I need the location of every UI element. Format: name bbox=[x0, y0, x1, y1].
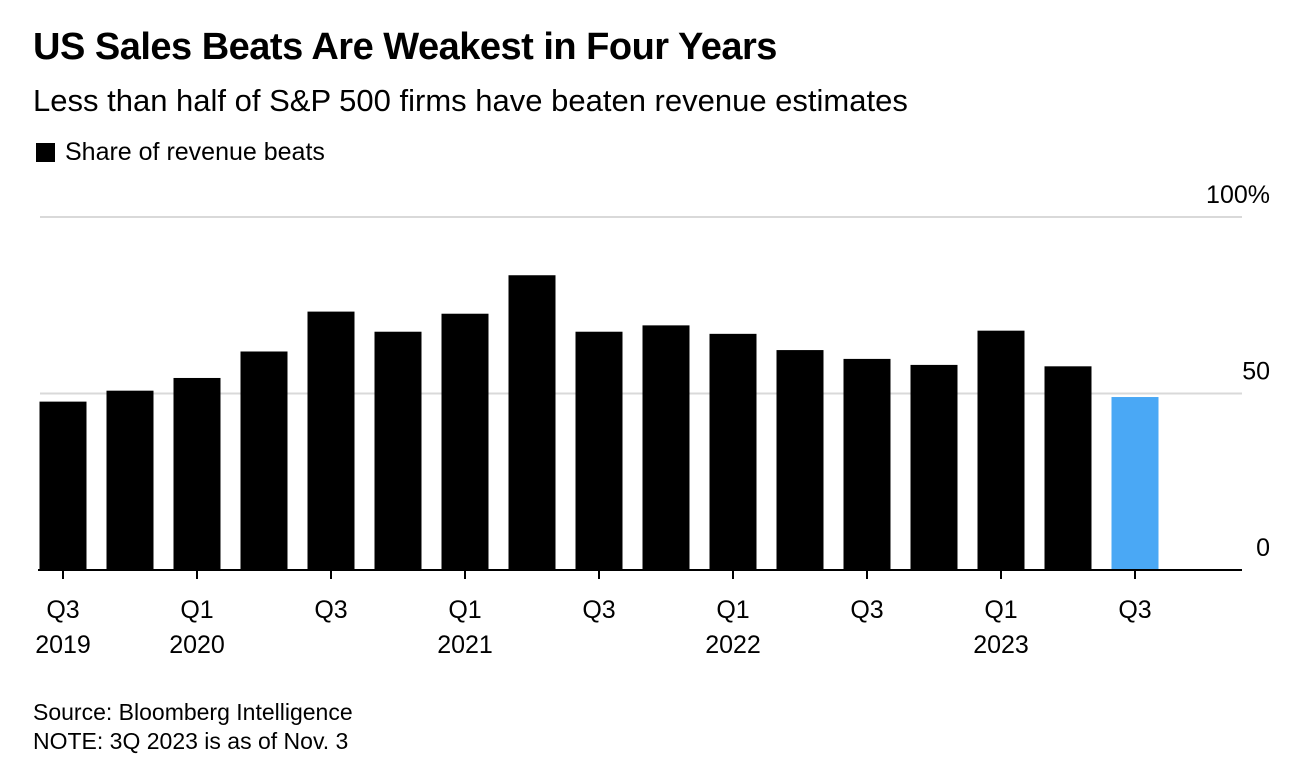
bar bbox=[776, 350, 824, 570]
x-tick-label-quarter: Q1 bbox=[984, 596, 1017, 624]
source-note: Source: Bloomberg Intelligence bbox=[33, 699, 353, 725]
date-note: NOTE: 3Q 2023 is as of Nov. 3 bbox=[33, 728, 349, 754]
bar bbox=[374, 331, 422, 570]
x-tick-label-quarter: Q1 bbox=[180, 596, 213, 624]
x-tick-label-year: 2022 bbox=[705, 631, 761, 659]
bar bbox=[441, 313, 489, 570]
bar bbox=[977, 330, 1025, 570]
bar bbox=[508, 275, 556, 570]
legend-swatch bbox=[36, 143, 55, 162]
y-tick-label: 100% bbox=[1206, 181, 1270, 209]
bar bbox=[910, 364, 958, 570]
bar bbox=[575, 331, 623, 570]
bar bbox=[843, 358, 891, 570]
x-tick-label-quarter: Q3 bbox=[582, 596, 615, 624]
bar bbox=[106, 390, 154, 570]
x-tick-label-quarter: Q3 bbox=[46, 596, 79, 624]
x-tick-label-year: 2021 bbox=[437, 631, 493, 659]
x-tick-label-year: 2019 bbox=[35, 631, 91, 659]
bar bbox=[709, 333, 757, 570]
bar bbox=[39, 401, 87, 570]
bar bbox=[307, 311, 355, 570]
x-tick-label-quarter: Q3 bbox=[314, 596, 347, 624]
x-tick-label-year: 2020 bbox=[169, 631, 225, 659]
chart-title: US Sales Beats Are Weakest in Four Years bbox=[33, 26, 777, 68]
bar bbox=[1044, 366, 1092, 570]
x-tick-label-quarter: Q3 bbox=[1118, 596, 1151, 624]
bar bbox=[240, 351, 288, 570]
bar bbox=[173, 377, 221, 570]
chart-subtitle: Less than half of S&P 500 firms have bea… bbox=[33, 83, 908, 118]
y-tick-label: 0 bbox=[1256, 534, 1270, 562]
legend: Share of revenue beats bbox=[36, 138, 325, 167]
x-tick-label-quarter: Q1 bbox=[448, 596, 481, 624]
footer: Source: Bloomberg Intelligence NOTE: 3Q … bbox=[33, 698, 353, 756]
x-tick-label-year: 2023 bbox=[973, 631, 1029, 659]
bar bbox=[1111, 397, 1159, 570]
x-tick-label-quarter: Q3 bbox=[850, 596, 883, 624]
legend-label: Share of revenue beats bbox=[65, 138, 325, 166]
x-tick-label-quarter: Q1 bbox=[716, 596, 749, 624]
bar bbox=[642, 325, 690, 570]
y-tick-label: 50 bbox=[1242, 358, 1270, 386]
